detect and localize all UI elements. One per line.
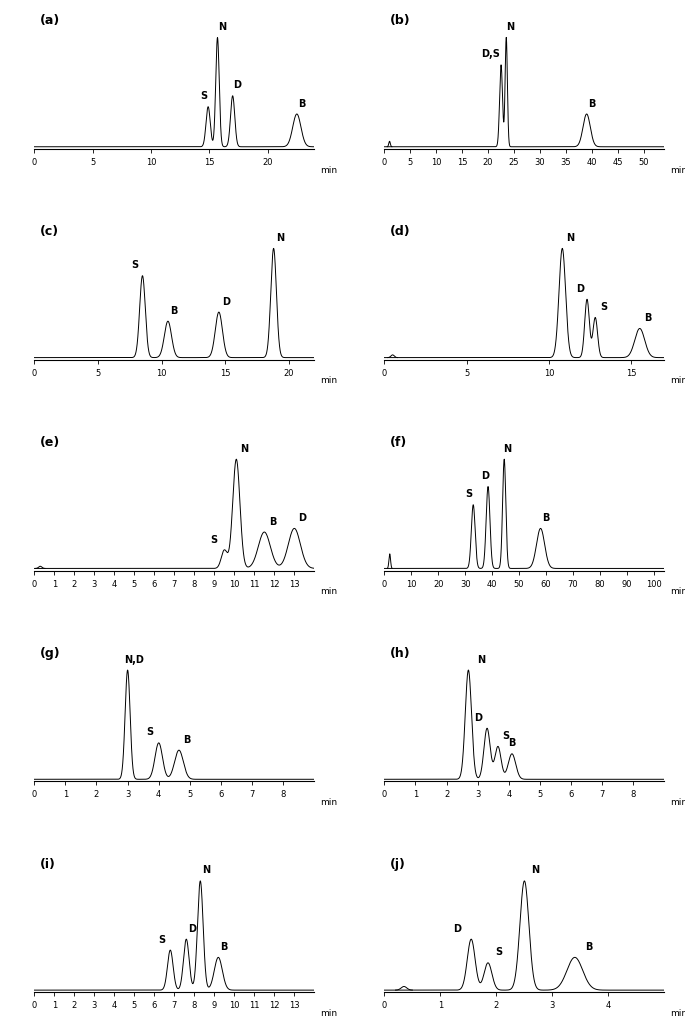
Text: D,S: D,S — [482, 49, 500, 59]
Text: S: S — [496, 947, 503, 958]
Text: N: N — [240, 444, 249, 454]
Text: N: N — [532, 865, 540, 876]
Text: B: B — [585, 942, 593, 951]
Text: D: D — [223, 297, 230, 307]
Text: (g): (g) — [40, 647, 60, 660]
Text: (d): (d) — [390, 225, 410, 238]
Text: (a): (a) — [40, 14, 60, 28]
Text: D: D — [453, 924, 461, 934]
Text: B: B — [588, 98, 595, 108]
Text: N: N — [503, 444, 511, 454]
Text: (i): (i) — [40, 857, 55, 871]
Text: D: D — [234, 81, 241, 90]
Text: D: D — [474, 713, 482, 723]
Text: S: S — [146, 727, 153, 738]
Text: D: D — [299, 513, 306, 523]
Text: min: min — [320, 798, 337, 807]
Text: D: D — [188, 924, 197, 934]
Text: N: N — [477, 655, 485, 665]
Text: B: B — [508, 739, 516, 749]
Text: (c): (c) — [40, 225, 59, 238]
Text: (h): (h) — [390, 647, 410, 660]
Text: S: S — [211, 535, 218, 545]
Text: D: D — [576, 284, 584, 294]
Text: S: S — [200, 91, 207, 101]
Text: (b): (b) — [390, 14, 410, 28]
Text: B: B — [298, 98, 306, 108]
Text: N: N — [566, 233, 575, 242]
Text: min: min — [320, 587, 337, 596]
Text: N: N — [202, 865, 210, 876]
Text: N: N — [506, 23, 514, 32]
Text: B: B — [171, 306, 178, 316]
Text: min: min — [320, 166, 337, 175]
Text: B: B — [183, 735, 190, 745]
Text: B: B — [269, 517, 276, 527]
Text: min: min — [320, 376, 337, 386]
Text: B: B — [221, 942, 228, 951]
Text: B: B — [543, 513, 549, 523]
Text: min: min — [670, 798, 685, 807]
Text: S: S — [600, 302, 607, 312]
Text: S: S — [502, 731, 509, 741]
Text: (e): (e) — [40, 436, 60, 449]
Text: (j): (j) — [390, 857, 406, 871]
Text: D: D — [482, 471, 489, 481]
Text: (f): (f) — [390, 436, 407, 449]
Text: min: min — [670, 166, 685, 175]
Text: S: S — [159, 935, 166, 944]
Text: N,D: N,D — [124, 655, 144, 665]
Text: S: S — [132, 260, 138, 270]
Text: N: N — [218, 23, 226, 32]
Text: N: N — [276, 233, 284, 242]
Text: B: B — [645, 313, 651, 323]
Text: min: min — [670, 587, 685, 596]
Text: S: S — [466, 489, 473, 499]
Text: min: min — [320, 1009, 337, 1018]
Text: min: min — [670, 376, 685, 386]
Text: min: min — [670, 1009, 685, 1018]
